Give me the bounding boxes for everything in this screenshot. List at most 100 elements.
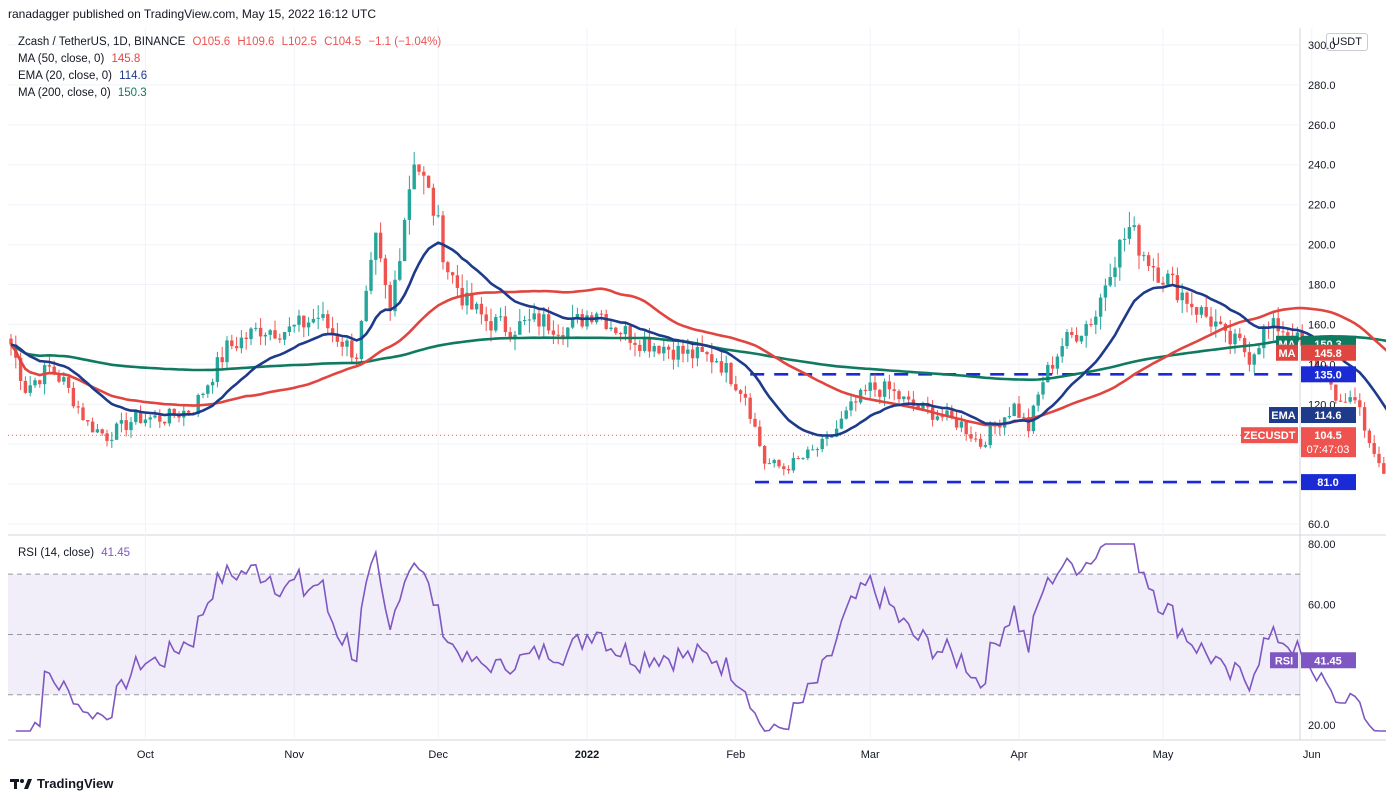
legend-ma200-row: MA (200, close, 0) 150.3 bbox=[18, 85, 441, 102]
candle bbox=[772, 458, 776, 468]
candle-body bbox=[86, 420, 90, 422]
ohlc-high: H109.6 bbox=[237, 36, 275, 48]
candle bbox=[527, 308, 532, 333]
candle-body bbox=[95, 429, 100, 433]
candle bbox=[1190, 292, 1194, 316]
y-tick-label: 300.0 bbox=[1308, 40, 1336, 52]
candle-body bbox=[254, 327, 258, 329]
candle bbox=[374, 232, 378, 275]
tradingview-logo[interactable]: TradingView bbox=[10, 776, 113, 791]
candle-body bbox=[1098, 297, 1103, 317]
candle bbox=[902, 396, 906, 403]
chart-canvas[interactable]: 300.0 280.0 260.0 240.0 220.0 200.0 180.0 160.0… bbox=[8, 28, 1386, 770]
x-tick-label: Nov bbox=[284, 749, 304, 761]
ma200-label: MA (200, close, 0) bbox=[18, 87, 111, 99]
price-tag-value: 135.0 bbox=[1314, 369, 1342, 381]
candle-body bbox=[503, 316, 508, 333]
candle bbox=[436, 204, 440, 218]
candle bbox=[273, 320, 277, 340]
candle bbox=[1377, 446, 1381, 468]
candle bbox=[1094, 310, 1098, 335]
candle bbox=[297, 309, 301, 332]
currency-selector[interactable]: USDT bbox=[1326, 33, 1368, 51]
price-tag-bg bbox=[1301, 474, 1356, 491]
candle bbox=[542, 306, 546, 337]
candle bbox=[1334, 384, 1338, 404]
candle bbox=[470, 282, 474, 310]
candle bbox=[1132, 216, 1136, 231]
candle bbox=[489, 308, 493, 342]
price-tag-value: 81.0 bbox=[1317, 477, 1338, 489]
candle bbox=[134, 410, 138, 425]
candle bbox=[1362, 402, 1367, 438]
candle bbox=[143, 413, 148, 427]
candle bbox=[1218, 316, 1223, 325]
candle-body bbox=[1170, 273, 1175, 276]
candle-body bbox=[902, 396, 906, 400]
candle bbox=[734, 375, 738, 392]
candle bbox=[345, 338, 349, 357]
candle bbox=[849, 395, 853, 417]
candle-body bbox=[686, 349, 690, 354]
candle bbox=[81, 402, 85, 421]
candle-body bbox=[546, 314, 551, 331]
candle bbox=[321, 301, 325, 321]
candle-body bbox=[1314, 360, 1319, 371]
candle-body bbox=[719, 361, 724, 373]
price-tag-countdown: 07:47:03 bbox=[1307, 444, 1350, 456]
candle-body bbox=[921, 402, 925, 409]
candle-body bbox=[225, 340, 229, 363]
candle-body bbox=[1046, 365, 1050, 383]
candle-body bbox=[551, 330, 556, 335]
candle-body bbox=[604, 314, 608, 329]
candle-body bbox=[1007, 416, 1012, 418]
candle bbox=[177, 411, 181, 423]
candle bbox=[71, 382, 76, 409]
candle bbox=[1118, 238, 1122, 281]
candle bbox=[1151, 258, 1156, 282]
candle bbox=[762, 444, 767, 470]
candle-body bbox=[1142, 255, 1146, 257]
candle bbox=[42, 361, 47, 395]
candle bbox=[518, 308, 522, 335]
candle-body bbox=[230, 340, 234, 347]
candle bbox=[758, 420, 762, 448]
candle-body bbox=[796, 458, 800, 460]
candle-body bbox=[642, 338, 647, 351]
candle bbox=[1247, 341, 1252, 372]
candle-body bbox=[772, 460, 776, 464]
candle bbox=[388, 281, 392, 321]
candle bbox=[1161, 276, 1165, 293]
ma50-label: MA (50, close, 0) bbox=[18, 53, 105, 65]
candle-body bbox=[90, 421, 95, 433]
candle-body bbox=[18, 357, 23, 381]
ma50-line bbox=[9, 287, 1386, 427]
candle-body bbox=[1070, 332, 1074, 335]
legend-symbol-row: Zcash / TetherUS, 1D, BINANCE O105.6 H10… bbox=[18, 34, 441, 51]
price-tag: 145.8 MA bbox=[1276, 344, 1356, 361]
candle-body bbox=[249, 328, 253, 340]
candle-body bbox=[278, 338, 282, 340]
candle-body bbox=[945, 410, 949, 417]
candle-body bbox=[1132, 225, 1136, 228]
candle-body bbox=[186, 410, 191, 413]
axes: 300.0 280.0 260.0 240.0 220.0 200.0 180.0 160.0… bbox=[137, 40, 1336, 761]
candle-body bbox=[983, 445, 988, 447]
candle-body bbox=[810, 449, 815, 451]
candle bbox=[959, 415, 964, 433]
candle-body bbox=[369, 259, 373, 291]
candle bbox=[1194, 306, 1199, 323]
candle-body bbox=[158, 415, 162, 422]
ema20-label: EMA (20, close, 0) bbox=[18, 70, 112, 82]
candle bbox=[210, 378, 215, 394]
x-tick-label: Mar bbox=[861, 749, 880, 761]
candle bbox=[1146, 252, 1151, 272]
candle bbox=[887, 374, 892, 400]
candle bbox=[33, 377, 37, 388]
candle bbox=[570, 304, 575, 330]
candle bbox=[556, 324, 560, 345]
candle bbox=[57, 369, 61, 384]
candle bbox=[479, 296, 484, 325]
candle bbox=[575, 307, 580, 324]
candle-body bbox=[882, 381, 887, 397]
